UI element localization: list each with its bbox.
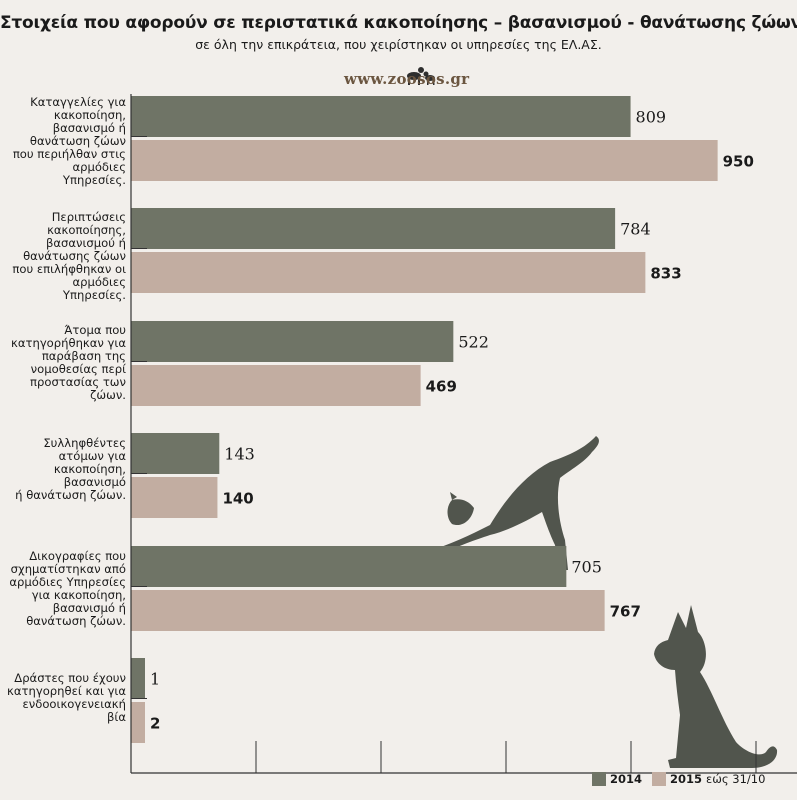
- bar-2015-0: [131, 140, 718, 181]
- value-label-2014-3: 143: [224, 445, 255, 464]
- category-label-0: Καταγγελίες για κακοποίηση, βασανισμό ή …: [12, 95, 126, 187]
- category-label-4: Δικογραφίες που σχηματίστηκαν από αρμόδι…: [9, 549, 126, 628]
- category-label-3: Συλληφθέντες ατόμων για κακοποίηση, βασα…: [15, 436, 126, 502]
- value-label-2015-2: 469: [426, 378, 457, 396]
- category-label-2: Άτομα που κατηγορήθηκαν για παράβαση της…: [11, 323, 126, 402]
- legend-swatch-2015: [652, 772, 667, 786]
- bar-2015-5: [131, 702, 145, 743]
- legend-swatch-2014: [592, 772, 606, 786]
- bar-2015-2: [131, 365, 421, 406]
- legend-item-2015: 2015 εώς 31/10: [652, 772, 765, 786]
- bar-2014-5: [131, 658, 145, 699]
- silhouettes: [425, 436, 778, 768]
- logo-text: www.zoosos.gr: [344, 70, 470, 88]
- value-label-2015-1: 833: [650, 265, 681, 283]
- value-labels-layer: 809 784 522 143 705 1 950 833 469 140 767 2: [150, 108, 754, 733]
- legend-label-2015: 2015: [670, 772, 703, 786]
- dog-silhouette: [654, 605, 778, 768]
- value-label-2015-3: 140: [222, 490, 253, 508]
- zoosos-logo: www.zoosos.gr: [338, 60, 469, 90]
- category-label-5: Δράστες που έχουν κατηγορηθεί και για εν…: [7, 671, 126, 724]
- category-label-1: Περιπτώσεις κακοποίησης, βασανισμού ή θα…: [12, 210, 126, 302]
- chart-title: Στοιχεία που αφορούν σε περιστατικά κακο…: [0, 13, 797, 33]
- value-label-2015-0: 950: [723, 153, 754, 171]
- legend: 2014 2015 εώς 31/10: [592, 772, 775, 786]
- bar-2015-4: [131, 590, 605, 631]
- pets-logo-icon: [407, 67, 435, 85]
- value-label-2014-0: 809: [636, 108, 667, 127]
- bar-2014-2: [131, 321, 454, 362]
- legend-label-2014: 2014: [610, 772, 643, 786]
- value-label-2014-1: 784: [620, 220, 651, 239]
- bar-2014-1: [131, 208, 616, 249]
- cat-silhouette: [425, 436, 599, 570]
- bars-layer: [131, 96, 718, 743]
- bar-2014-3: [131, 433, 220, 474]
- value-label-2015-5: 2: [150, 715, 160, 733]
- chart-subtitle: σε όλη την επικράτεια, που χειρίστηκαν ο…: [195, 37, 602, 52]
- axes-layer: [130, 94, 797, 774]
- legend-note-2015: εώς 31/10: [706, 772, 766, 786]
- legend-item-2014: 2014: [592, 772, 642, 786]
- bar-2015-1: [131, 252, 646, 293]
- bar-2014-4: [131, 546, 567, 587]
- value-label-2014-4: 705: [571, 558, 602, 577]
- value-label-2014-2: 522: [458, 333, 489, 352]
- bar-2015-3: [131, 477, 218, 518]
- bar-2014-0: [131, 96, 631, 137]
- value-label-2015-4: 767: [610, 603, 641, 621]
- value-label-2014-5: 1: [150, 670, 160, 689]
